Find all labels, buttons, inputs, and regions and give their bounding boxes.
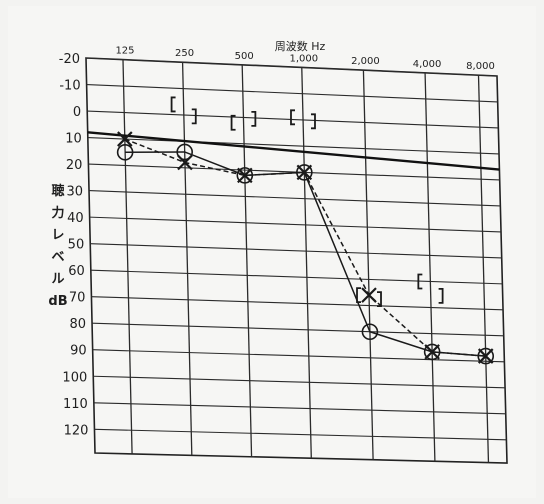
grid-hline [85,57,498,77]
grid-hline [92,349,505,363]
data-point-cross [296,164,313,181]
reference-line [87,131,500,171]
data-point-bracket-right [377,291,382,308]
y-tick-label: -20 [59,52,80,67]
grid-hline [92,322,504,337]
grid-hline [94,428,507,441]
data-point-bracket-right [310,113,316,130]
series-bracket-left [170,96,423,304]
y-tick-label: 60 [68,264,85,279]
y-tick-label: 10 [65,132,82,147]
grid-hline [88,163,500,181]
data-point-circle [176,143,193,161]
grid-vline [477,75,490,463]
normal-hearing-line [87,131,500,171]
x-tick-label: 1,000 [289,53,318,64]
data-point-circle [477,347,495,365]
data-point-cross [424,344,440,360]
y-tick-label: -10 [59,79,80,94]
x-tick-label: 2,000 [351,56,380,67]
y-axis-label-char: ル [51,272,64,287]
y-tick-label: 70 [69,291,86,306]
grid-hline [90,243,502,259]
series-cross [117,131,494,364]
data-point-bracket-right [191,108,197,125]
data-point-bracket-left [170,96,176,113]
y-tick-label: 90 [70,344,87,359]
y-axis-label-char: dB [48,294,67,309]
data-point-cross [361,287,377,303]
data-point-bracket-right [251,110,257,127]
grid-hline [93,402,506,415]
grid-vline [362,70,374,460]
grid-vline [241,64,253,457]
y-tick-label: 120 [64,423,89,438]
y-tick-label: 0 [73,105,81,120]
x-tick-label: 125 [115,46,134,57]
y-axis-label-char: 力 [51,205,64,221]
y-tick-label: 50 [68,238,85,253]
y-tick-label: 110 [63,397,88,412]
grid-hline [86,83,498,103]
data-point-bracket-left [356,287,362,304]
y-tick-label: 40 [67,211,84,226]
series [116,96,495,365]
data-point-cross [177,154,193,171]
x-tick-labels: 125 250 500 1,000 2,000 4,000 8,000 [115,46,494,73]
grid-hline [90,269,503,285]
data-point-cross [237,167,253,184]
y-axis-label-char: 聴 [51,183,64,199]
data-point-bracket-right [438,288,444,304]
y-axis-label-char: ベ [51,250,64,265]
grid-hline [89,190,501,207]
x-tick-label: 8,000 [466,61,495,72]
grid-hline [93,375,506,389]
grid-vline [424,72,436,462]
data-point-cross [117,131,133,147]
grid-hline [87,137,500,155]
y-tick-label: 80 [69,317,86,332]
x-tick-label: 4,000 [413,59,442,70]
chart-title: 周波数 Hz [275,40,326,53]
grid-hline [87,110,499,129]
y-tick-label: 30 [66,185,83,200]
grid-hline [91,296,504,311]
data-point-circle [236,167,254,184]
grid [85,57,508,464]
data-point-cross [477,348,494,364]
grid-vline [301,67,312,459]
y-axis-label-char: レ [51,228,64,243]
data-point-bracket-left [230,114,236,131]
data-point-circle [116,143,134,161]
data-point-circle [361,323,379,341]
data-point-bracket-left [417,273,423,290]
grid-hline [89,216,502,233]
y-tick-label: 100 [62,370,87,385]
x-tick-label: 500 [235,51,254,62]
series-bracket-right [191,108,444,308]
grid-vline [181,62,193,456]
data-point-bracket-left [290,109,295,126]
y-tick-label: 20 [66,158,83,173]
y-tick-labels: -20 -10 0 10 20 30 40 50 60 70 80 90 100 110 120 [59,52,89,438]
grid-vline [122,59,133,454]
x-tick-label: 250 [175,48,194,59]
